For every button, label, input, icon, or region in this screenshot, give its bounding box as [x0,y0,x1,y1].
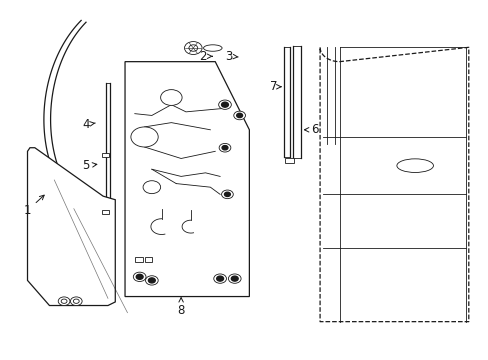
Circle shape [58,297,70,306]
Circle shape [224,192,230,197]
Circle shape [184,41,202,54]
Circle shape [236,113,242,118]
Text: 2: 2 [199,50,212,63]
Circle shape [221,102,228,107]
Circle shape [221,190,233,199]
Circle shape [213,274,226,283]
Circle shape [61,299,67,303]
Ellipse shape [203,45,222,51]
Text: 1: 1 [24,195,44,217]
Text: 5: 5 [82,159,97,172]
Circle shape [231,276,238,281]
Text: 4: 4 [82,118,95,131]
Circle shape [148,278,155,283]
Circle shape [216,276,223,281]
Circle shape [133,272,146,282]
Bar [135,257,142,262]
Bar [285,158,293,163]
Circle shape [233,111,245,120]
Bar [102,210,109,214]
Ellipse shape [396,159,432,172]
Circle shape [145,276,158,285]
Text: 6: 6 [304,123,318,136]
Text: 3: 3 [225,50,238,63]
Circle shape [222,145,227,150]
Polygon shape [125,62,249,297]
Circle shape [73,299,79,303]
Text: 8: 8 [177,298,184,318]
Bar [102,153,109,157]
Circle shape [131,127,158,147]
Polygon shape [27,148,115,306]
Circle shape [70,297,82,306]
Circle shape [160,90,182,105]
Text: 7: 7 [269,80,281,93]
Circle shape [218,100,231,109]
Circle shape [136,274,143,279]
Circle shape [228,274,241,283]
Circle shape [188,45,197,51]
Circle shape [219,143,230,152]
Bar [144,257,152,262]
Circle shape [143,181,160,194]
